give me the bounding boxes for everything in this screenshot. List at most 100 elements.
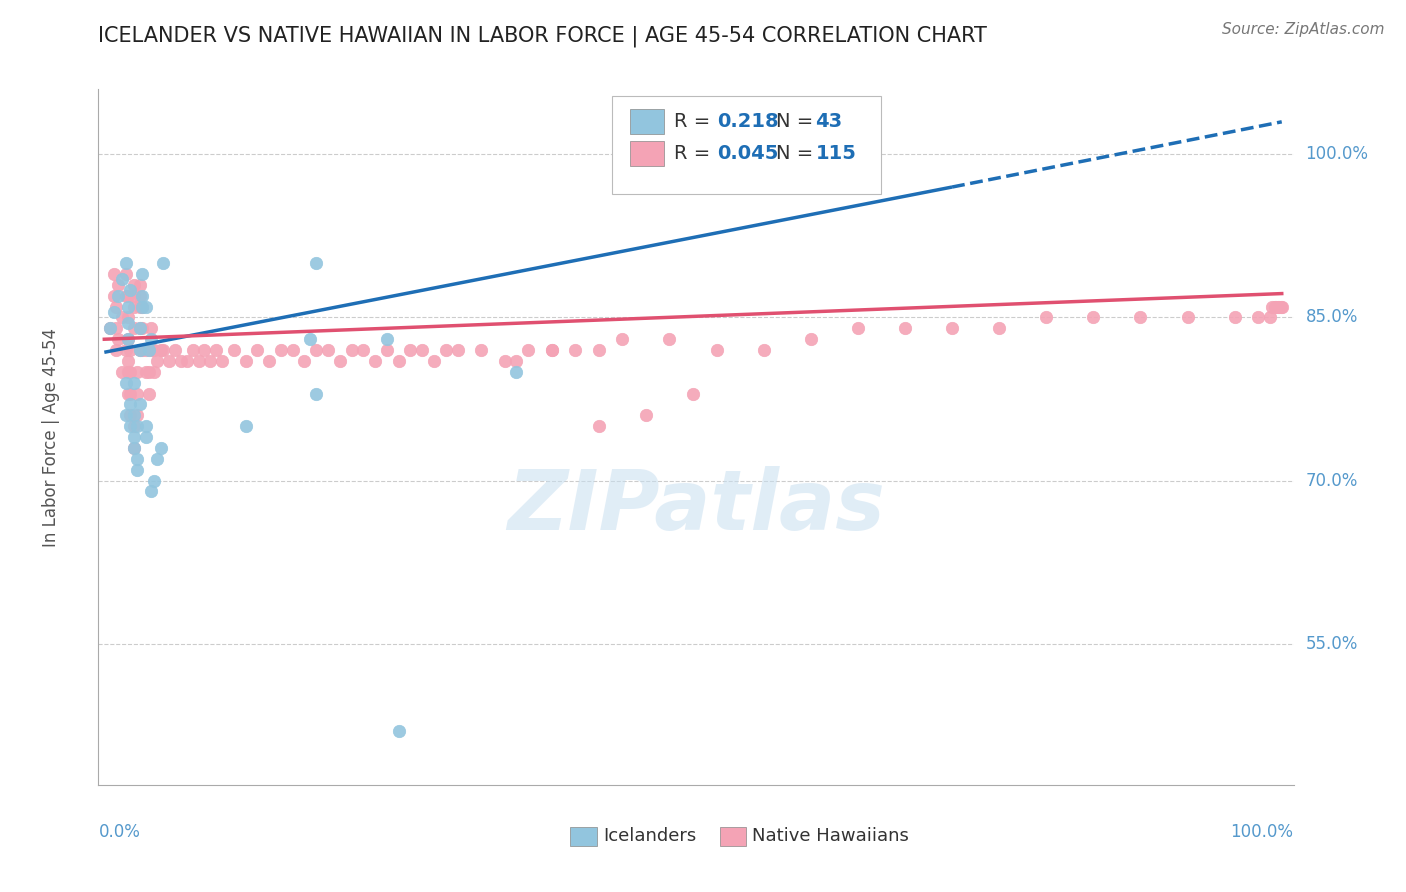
Point bbox=[122, 321, 145, 335]
Point bbox=[423, 354, 446, 368]
Point bbox=[138, 386, 160, 401]
Point bbox=[612, 332, 634, 346]
Point bbox=[117, 316, 139, 330]
Point bbox=[138, 365, 160, 379]
Point bbox=[111, 365, 134, 379]
Point bbox=[706, 343, 728, 358]
Point bbox=[134, 430, 156, 444]
Point bbox=[127, 365, 149, 379]
Point bbox=[107, 289, 129, 303]
Point bbox=[105, 300, 128, 314]
Point bbox=[352, 343, 374, 358]
Point bbox=[142, 474, 165, 488]
Point bbox=[187, 354, 209, 368]
Point bbox=[128, 289, 150, 303]
Text: In Labor Force | Age 45-54: In Labor Force | Age 45-54 bbox=[42, 327, 59, 547]
Point bbox=[134, 343, 156, 358]
Text: 100.0%: 100.0% bbox=[1230, 823, 1294, 841]
Point bbox=[141, 343, 163, 358]
Point bbox=[120, 419, 142, 434]
Point bbox=[157, 354, 180, 368]
Point bbox=[131, 321, 153, 335]
Point bbox=[1258, 310, 1281, 325]
Point bbox=[434, 343, 457, 358]
Point bbox=[111, 272, 134, 286]
Point bbox=[138, 343, 160, 358]
Bar bbox=[720, 827, 747, 847]
Point bbox=[505, 354, 527, 368]
Text: 100.0%: 100.0% bbox=[1306, 145, 1368, 163]
Point bbox=[120, 386, 142, 401]
Point bbox=[120, 365, 142, 379]
Point bbox=[446, 343, 468, 358]
Point bbox=[305, 256, 328, 270]
Point bbox=[281, 343, 304, 358]
Point bbox=[142, 365, 165, 379]
Point bbox=[1271, 300, 1294, 314]
Point bbox=[120, 409, 142, 423]
Bar bbox=[630, 141, 664, 166]
Point bbox=[141, 321, 163, 335]
Point bbox=[305, 343, 328, 358]
Point bbox=[152, 256, 174, 270]
Point bbox=[117, 386, 139, 401]
Point bbox=[988, 321, 1011, 335]
Point bbox=[103, 267, 125, 281]
Point bbox=[682, 386, 704, 401]
Point bbox=[1247, 310, 1270, 325]
Point bbox=[470, 343, 492, 358]
Point bbox=[340, 343, 363, 358]
Point bbox=[176, 354, 198, 368]
Point bbox=[257, 354, 280, 368]
Point bbox=[111, 310, 134, 325]
Point bbox=[149, 441, 172, 455]
Point bbox=[375, 332, 398, 346]
Point bbox=[388, 354, 411, 368]
Text: 0.045: 0.045 bbox=[717, 145, 779, 163]
Text: 85.0%: 85.0% bbox=[1306, 309, 1358, 326]
Point bbox=[235, 354, 257, 368]
Point bbox=[588, 419, 610, 434]
Point bbox=[134, 365, 156, 379]
Text: N =: N = bbox=[776, 112, 820, 131]
Point bbox=[117, 300, 139, 314]
Point bbox=[142, 343, 165, 358]
Point bbox=[117, 289, 139, 303]
Point bbox=[329, 354, 352, 368]
Point bbox=[122, 409, 145, 423]
Point bbox=[200, 354, 222, 368]
Point bbox=[120, 397, 142, 411]
Point bbox=[120, 343, 142, 358]
Point bbox=[141, 484, 163, 499]
Point bbox=[894, 321, 917, 335]
Text: 0.218: 0.218 bbox=[717, 112, 779, 131]
Point bbox=[1223, 310, 1246, 325]
Point bbox=[564, 343, 586, 358]
Point bbox=[540, 343, 562, 358]
Point bbox=[122, 376, 145, 390]
Text: ZIPatlas: ZIPatlas bbox=[508, 467, 884, 547]
Point bbox=[107, 277, 129, 292]
Point bbox=[117, 354, 139, 368]
Point bbox=[98, 321, 121, 335]
Point bbox=[114, 289, 136, 303]
Point bbox=[517, 343, 540, 358]
Point bbox=[105, 343, 128, 358]
Point bbox=[127, 419, 149, 434]
Point bbox=[505, 365, 527, 379]
Point bbox=[205, 343, 228, 358]
Text: 70.0%: 70.0% bbox=[1306, 472, 1358, 490]
Point bbox=[127, 463, 149, 477]
Point bbox=[134, 300, 156, 314]
Point bbox=[299, 332, 322, 346]
Point bbox=[128, 277, 150, 292]
Point bbox=[114, 343, 136, 358]
Point bbox=[122, 277, 145, 292]
Point bbox=[131, 343, 153, 358]
Point bbox=[800, 332, 823, 346]
Text: 43: 43 bbox=[815, 112, 842, 131]
Point bbox=[846, 321, 869, 335]
Point bbox=[1267, 300, 1289, 314]
Point bbox=[114, 376, 136, 390]
Text: Source: ZipAtlas.com: Source: ZipAtlas.com bbox=[1222, 22, 1385, 37]
